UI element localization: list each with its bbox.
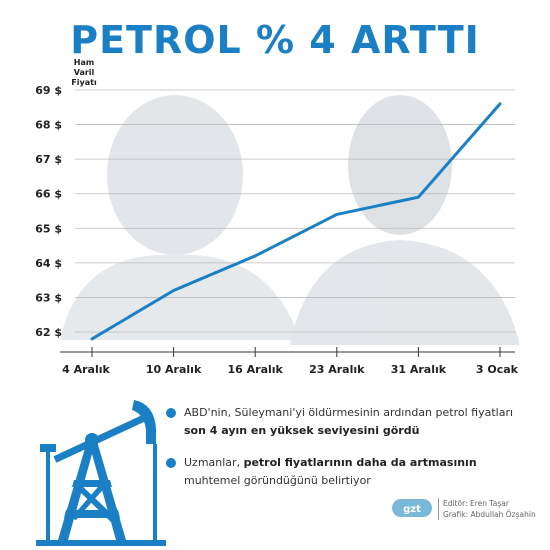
x-tick-label: 3 Ocak: [476, 363, 519, 376]
y-axis-title: Ham Varil Fiyatı: [71, 58, 97, 87]
x-tick-label: 23 Aralık: [309, 363, 365, 376]
x-tick-label: 16 Aralık: [228, 363, 284, 376]
y-tick-label: 65 $: [35, 222, 62, 235]
bullet-1: ABD'nin, Süleymani'yi öldürmesinin ardın…: [166, 404, 514, 440]
bullet-dot-icon: [166, 408, 176, 418]
bullet-1-part-1: ABD'nin, Süleymani'yi öldürmesinin ardın…: [184, 406, 514, 419]
logo-text: gzt: [403, 504, 421, 515]
bullet-2: Uzmanlar, petrol fiyatlarının daha da ar…: [166, 454, 514, 490]
info-section: ABD'nin, Süleymani'yi öldürmesinin ardın…: [0, 380, 550, 550]
page-title: PETROL % 4 ARTTI: [70, 18, 480, 62]
bullet-2-part-2: petrol fiyatlarının daha da artmasının: [243, 456, 477, 469]
line-chart: 62 $ 63 $ 64 $ 65 $ 66 $ 67 $ 68 $ 69 $ 4 Aralı…: [35, 84, 520, 376]
series-line: [90, 102, 502, 341]
x-tick-label: 4 Aralık: [62, 363, 110, 376]
y-tick-label: 63 $: [35, 291, 62, 304]
grid-lines: [75, 89, 515, 333]
y-tick-label: 66 $: [35, 188, 62, 201]
editor-credit: Editör: Eren Taşar: [443, 499, 509, 508]
bullet-2-part-3: muhtemel göründüğünü belirtiyor: [184, 474, 371, 487]
y-tick-label: 69 $: [35, 84, 62, 97]
y-tick-label: 67 $: [35, 153, 62, 166]
series-layer: [90, 102, 502, 341]
y-tick-label: 68 $: [35, 119, 62, 132]
y-tick-label: 62 $: [35, 326, 62, 339]
bullet-dot-icon: [166, 458, 176, 468]
y-tick-label: 64 $: [35, 257, 62, 270]
bullet-2-part-1: Uzmanlar,: [184, 456, 244, 469]
x-tick-label: 31 Aralık: [391, 363, 447, 376]
graphic-credit: Grafik: Abdullah Özşahin: [443, 510, 536, 519]
gzt-logo-icon: gzt: [392, 499, 432, 517]
oil-pump-icon: [36, 400, 166, 546]
background-portraits: [60, 95, 520, 345]
bullet-1-text: ABD'nin, Süleymani'yi öldürmesinin ardın…: [184, 406, 513, 437]
x-axis: 4 Aralık 10 Aralık 16 Aralık 23 Aralık 31 Ar…: [60, 347, 519, 376]
bullet-2-text: Uzmanlar, petrol fiyatlarının daha da ar…: [184, 456, 477, 487]
credits: Editör: Eren Taşar Grafik: Abdullah Özşa…: [438, 498, 536, 520]
y-tick-labels: 62 $ 63 $ 64 $ 65 $ 66 $ 67 $ 68 $ 69 $: [35, 84, 62, 339]
x-tick-label: 10 Aralık: [146, 363, 202, 376]
bullet-1-part-2: son 4 ayın en yüksek seviyesini gördü: [184, 424, 420, 437]
